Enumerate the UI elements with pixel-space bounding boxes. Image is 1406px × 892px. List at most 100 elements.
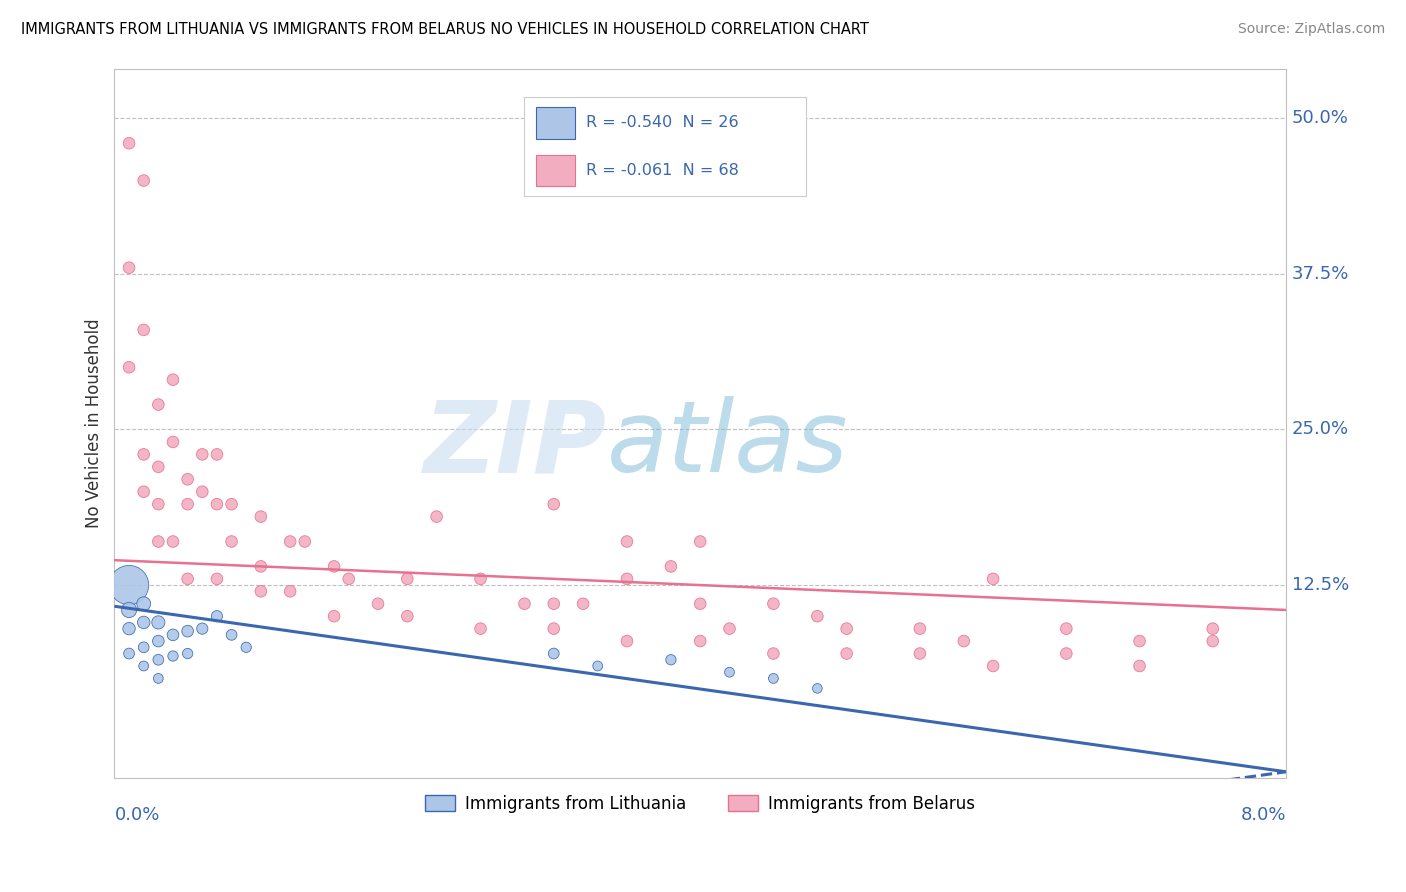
Point: [908, 647, 931, 661]
Point: [981, 659, 1004, 673]
Point: [952, 634, 974, 648]
Text: 37.5%: 37.5%: [1292, 265, 1350, 283]
Point: [762, 672, 785, 686]
Point: [132, 447, 155, 461]
Point: [148, 398, 170, 412]
Point: [718, 622, 741, 636]
Point: [132, 484, 155, 499]
Point: [718, 665, 741, 680]
Point: [205, 609, 228, 624]
Point: [148, 615, 170, 630]
Point: [543, 597, 565, 611]
Point: [835, 647, 858, 661]
Point: [132, 615, 155, 630]
Point: [616, 572, 638, 586]
Point: [176, 497, 198, 511]
Point: [1202, 622, 1225, 636]
Point: [221, 534, 243, 549]
Point: [118, 136, 141, 151]
Point: [689, 534, 711, 549]
Point: [616, 534, 638, 549]
Point: [543, 497, 565, 511]
Point: [1054, 622, 1077, 636]
Point: [470, 572, 492, 586]
Point: [908, 622, 931, 636]
Point: [337, 572, 360, 586]
Point: [148, 459, 170, 474]
Point: [118, 578, 141, 592]
Point: [162, 628, 184, 642]
Point: [118, 622, 141, 636]
Point: [191, 622, 214, 636]
Point: [162, 534, 184, 549]
Point: [659, 559, 682, 574]
Point: [221, 497, 243, 511]
Legend: Immigrants from Lithuania, Immigrants from Belarus: Immigrants from Lithuania, Immigrants fr…: [419, 788, 981, 820]
Point: [278, 584, 301, 599]
Point: [132, 640, 155, 655]
Point: [616, 634, 638, 648]
Point: [250, 509, 273, 524]
Point: [191, 484, 214, 499]
Point: [235, 640, 257, 655]
Point: [543, 622, 565, 636]
Text: IMMIGRANTS FROM LITHUANIA VS IMMIGRANTS FROM BELARUS NO VEHICLES IN HOUSEHOLD CO: IMMIGRANTS FROM LITHUANIA VS IMMIGRANTS …: [21, 22, 869, 37]
Point: [1128, 659, 1150, 673]
Point: [118, 603, 141, 617]
Point: [470, 622, 492, 636]
Point: [148, 534, 170, 549]
Point: [689, 634, 711, 648]
Point: [586, 659, 609, 673]
Point: [806, 609, 828, 624]
Point: [132, 173, 155, 187]
Point: [132, 597, 155, 611]
Text: atlas: atlas: [606, 396, 848, 493]
Point: [148, 653, 170, 667]
Point: [396, 572, 419, 586]
Point: [762, 647, 785, 661]
Point: [148, 634, 170, 648]
Point: [162, 434, 184, 449]
Point: [162, 373, 184, 387]
Point: [806, 681, 828, 696]
Text: Source: ZipAtlas.com: Source: ZipAtlas.com: [1237, 22, 1385, 37]
Point: [205, 447, 228, 461]
Point: [250, 559, 273, 574]
Point: [132, 323, 155, 337]
Point: [323, 609, 346, 624]
Point: [396, 609, 419, 624]
Point: [205, 572, 228, 586]
Point: [118, 260, 141, 275]
Point: [367, 597, 389, 611]
Point: [513, 597, 536, 611]
Point: [176, 572, 198, 586]
Y-axis label: No Vehicles in Household: No Vehicles in Household: [86, 318, 103, 528]
Text: 8.0%: 8.0%: [1240, 806, 1286, 824]
Point: [659, 653, 682, 667]
Point: [205, 497, 228, 511]
Point: [118, 360, 141, 375]
Text: 50.0%: 50.0%: [1292, 110, 1348, 128]
Point: [162, 648, 184, 663]
Point: [426, 509, 449, 524]
Text: 25.0%: 25.0%: [1292, 420, 1348, 439]
Point: [148, 672, 170, 686]
Point: [250, 584, 273, 599]
Point: [191, 447, 214, 461]
Point: [132, 659, 155, 673]
Point: [148, 497, 170, 511]
Point: [835, 622, 858, 636]
Point: [1054, 647, 1077, 661]
Point: [118, 647, 141, 661]
Point: [176, 472, 198, 486]
Point: [176, 647, 198, 661]
Text: 12.5%: 12.5%: [1292, 576, 1350, 594]
Text: ZIP: ZIP: [423, 396, 606, 493]
Point: [278, 534, 301, 549]
Point: [1202, 634, 1225, 648]
Point: [543, 647, 565, 661]
Point: [981, 572, 1004, 586]
Point: [689, 597, 711, 611]
Point: [762, 597, 785, 611]
Text: 0.0%: 0.0%: [114, 806, 160, 824]
